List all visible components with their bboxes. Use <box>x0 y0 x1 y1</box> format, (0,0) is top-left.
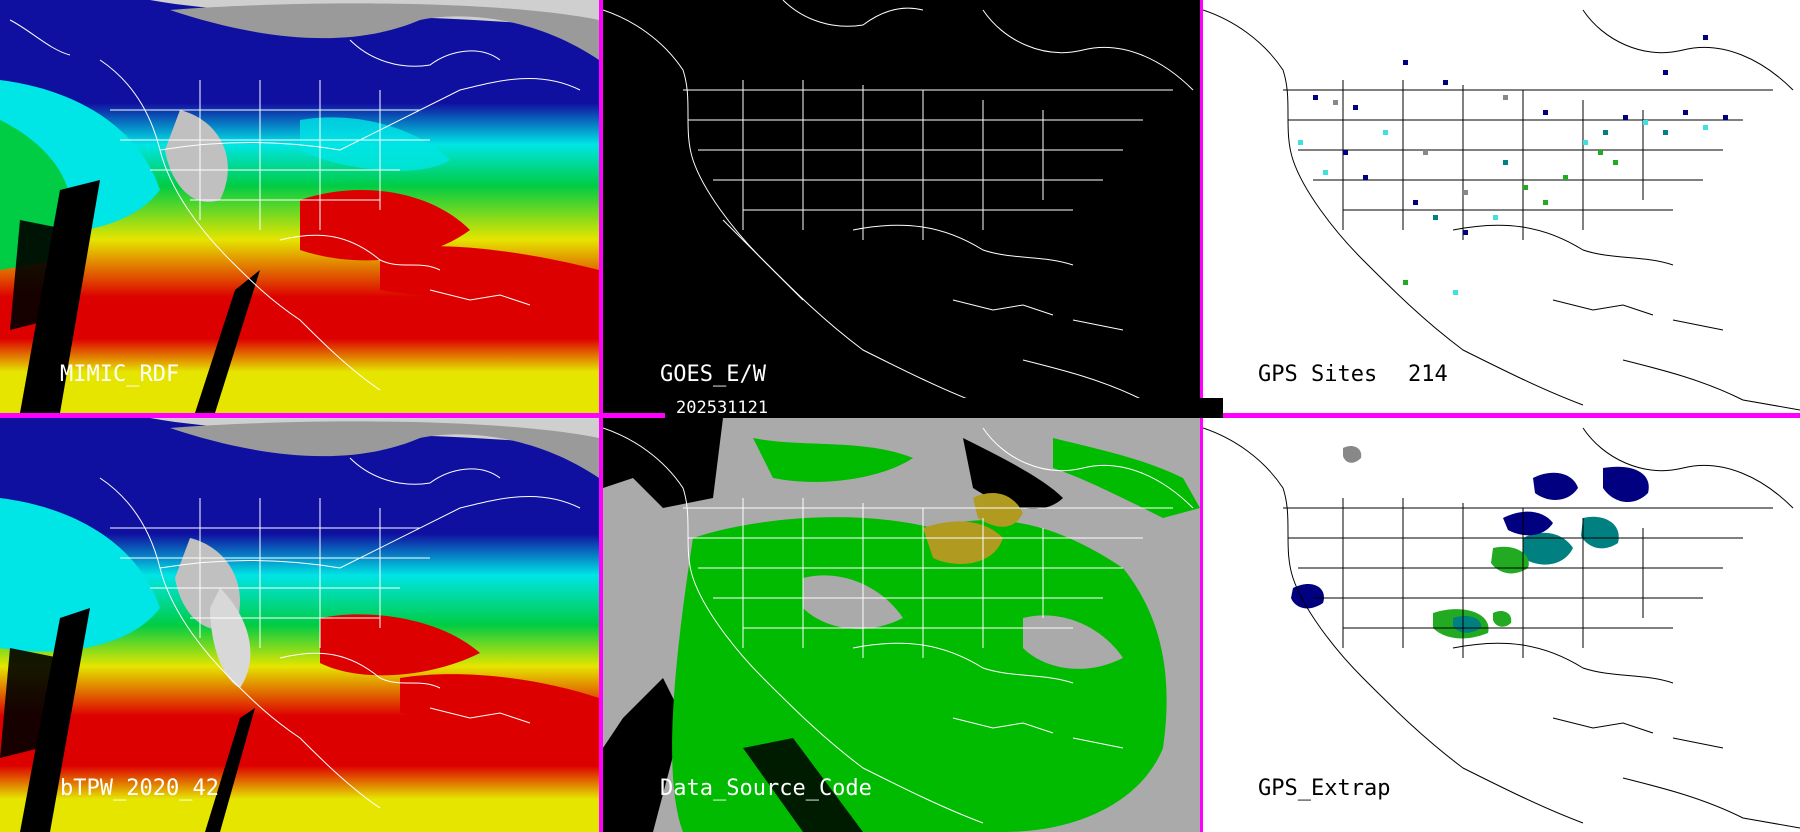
divider-horizontal-left <box>0 413 665 418</box>
date-label: 202531121 <box>676 398 769 418</box>
panel-gps-sites: GPS Sites 214 <box>1203 0 1800 413</box>
gps-extrap-map <box>1203 427 1800 829</box>
panel-mimic-rdf: MIMIC_RDF <box>0 0 599 413</box>
panel-data-source-code: Data_Source_Code <box>603 418 1200 832</box>
panel-label-gps-extrap: GPS_Extrap <box>1258 776 1391 801</box>
divider-horizontal-right <box>1223 413 1800 418</box>
tpw-field-top <box>0 0 599 413</box>
gps-site-count: 214 <box>1408 362 1448 387</box>
panel-goes-ew: GOES_E/W <box>603 0 1200 413</box>
date-strip: 202531121 <box>665 398 1223 418</box>
panel-gps-extrap: GPS_Extrap <box>1203 418 1800 832</box>
gps-site-markers <box>1298 35 1728 295</box>
panel-btpw-2020-42: bTPW_2020_42 <box>0 418 599 832</box>
data-source-field <box>603 418 1200 832</box>
panel-label-goes-ew: GOES_E/W <box>660 362 766 387</box>
panel-label-gps-sites: GPS Sites <box>1258 362 1378 387</box>
panel-label-data-source-code: Data_Source_Code <box>660 776 872 801</box>
panel-label-btpw: bTPW_2020_42 <box>60 776 219 801</box>
goes-basemap <box>603 0 1200 411</box>
tpw-field-bottom <box>0 418 599 832</box>
gps-sites-map <box>1203 9 1800 411</box>
panel-label-mimic-rdf: MIMIC_RDF <box>60 362 180 387</box>
